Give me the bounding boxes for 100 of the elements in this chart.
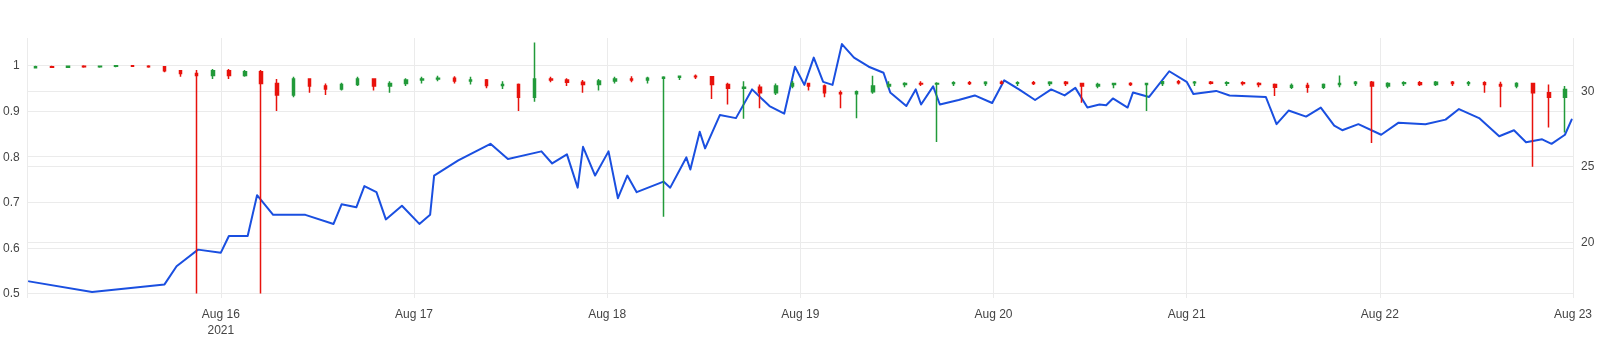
candlestick (484, 78, 489, 89)
candlestick (194, 69, 199, 295)
candlestick (1192, 80, 1197, 87)
candlestick (934, 81, 940, 143)
candlestick (113, 64, 119, 68)
y-tick-label: 0.6 (2, 240, 20, 255)
candlestick (548, 76, 554, 83)
candlestick (741, 80, 747, 120)
candlestick (693, 73, 698, 80)
candlestick (355, 76, 360, 87)
candlestick (274, 78, 280, 112)
x-tick-label: Aug 16 2021 (201, 307, 241, 337)
candlestick (951, 80, 956, 87)
candlestick (1095, 81, 1101, 89)
candlestick (307, 77, 312, 94)
candlestick (500, 80, 505, 90)
candlestick (1289, 82, 1294, 90)
y2-tick-label: 30 (1581, 83, 1595, 98)
candlestick (1466, 80, 1471, 87)
candlestick (902, 81, 908, 89)
candlestick (1208, 80, 1214, 86)
candlestick (564, 77, 570, 87)
candlestick (886, 80, 892, 89)
candlestick (435, 75, 441, 83)
candlestick (645, 76, 650, 85)
candlestick (612, 76, 618, 85)
candlestick (1079, 81, 1085, 104)
candlestick (49, 65, 55, 69)
candlestick (1063, 80, 1069, 87)
x-tick-label: Aug 22 (1360, 307, 1400, 321)
y-tick-label: 1 (12, 58, 20, 73)
candlestick (468, 76, 473, 86)
candlestick (162, 65, 167, 73)
candlestick (1272, 82, 1278, 97)
y-tick-label: 0.7 (2, 195, 20, 210)
candlestick (1482, 80, 1487, 94)
candlestick (1562, 85, 1568, 134)
candlestick (773, 82, 779, 96)
candlestick (1401, 80, 1407, 87)
candlestick (516, 82, 521, 112)
candlestick (1385, 81, 1391, 89)
y-tick-label: 0.5 (2, 286, 20, 301)
candlestick (1369, 80, 1375, 144)
y2-tick-label: 20 (1581, 235, 1595, 250)
candlestick (1433, 80, 1439, 87)
candlestick (323, 82, 328, 96)
x-tick-label: Aug 21 (1167, 307, 1207, 321)
candlestick (596, 78, 602, 92)
candlestick (1450, 80, 1455, 87)
candlestick (629, 75, 634, 83)
candlestick (806, 81, 811, 92)
candlestick (226, 68, 232, 80)
candlestick (757, 83, 763, 109)
candlestick (1417, 80, 1423, 87)
y-tick-label: 0.9 (2, 103, 20, 118)
candlestick (1160, 80, 1165, 87)
candlestick (1111, 81, 1117, 89)
candlestick (1498, 81, 1503, 109)
candlestick (1514, 81, 1519, 89)
candlestick (725, 81, 731, 106)
y2-tick-label: 25 (1581, 159, 1595, 174)
candlestick (677, 74, 682, 81)
candlestick (532, 41, 537, 103)
x-tick-label: Aug 18 (588, 307, 627, 321)
candlestick (452, 75, 457, 85)
candlestick (580, 79, 586, 94)
candlestick (419, 76, 425, 85)
candlestick (339, 81, 344, 92)
candlestick (790, 80, 795, 89)
candlestick (1176, 79, 1181, 86)
candlestick (1240, 80, 1246, 87)
candlestick (403, 77, 409, 87)
candlestick (210, 68, 216, 80)
candlestick (178, 69, 183, 78)
candlestick (1353, 80, 1358, 87)
candlestick (1530, 81, 1536, 168)
candlestick (1305, 81, 1310, 94)
candlestick (371, 77, 377, 92)
candlestick (1256, 81, 1262, 89)
x-tick-label: Aug 20 (974, 307, 1013, 321)
candlestick (242, 69, 248, 78)
candlestick (918, 80, 924, 87)
candlestick (661, 75, 666, 218)
candlestick (387, 80, 393, 94)
candlestick (1128, 81, 1133, 87)
candlestick (709, 75, 715, 100)
candlestick (822, 83, 827, 99)
candlestick (1015, 80, 1020, 87)
candlestick (1047, 80, 1053, 87)
x-tick-label: Aug 19 (781, 307, 820, 321)
candlestick (291, 76, 296, 99)
candlestick (854, 89, 859, 120)
candlestick (838, 89, 843, 109)
candlestick (1337, 74, 1342, 89)
candlestick (1224, 80, 1230, 87)
x-tick-label: Aug 23 (1553, 307, 1593, 321)
line-series (28, 43, 1573, 293)
x-tick-label: Aug 17 (394, 307, 434, 321)
candlestick (870, 75, 876, 95)
candlestick (1546, 83, 1552, 129)
